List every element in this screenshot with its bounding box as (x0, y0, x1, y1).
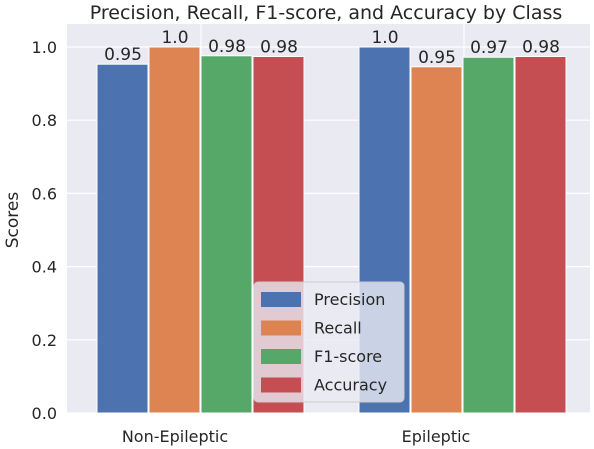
bar-recall-epileptic (410, 66, 463, 414)
legend-swatch-precision (261, 292, 301, 307)
legend-label: Precision (314, 290, 385, 309)
legend-swatch-f1-score (261, 349, 301, 364)
legend-label: F1-score (314, 347, 382, 366)
x-tick-label: Non-Epileptic (122, 427, 228, 446)
x-tick-label: Epileptic (402, 427, 471, 446)
data-label: 0.95 (104, 45, 142, 65)
data-label: 0.98 (522, 38, 560, 58)
x-axis-ticks: Non-Epileptic Epileptic (122, 427, 471, 446)
bar-recall-non-epileptic (148, 46, 201, 414)
y-tick-label: 0.4 (32, 258, 57, 277)
data-label: 0.98 (208, 37, 246, 57)
data-label: 0.98 (260, 38, 298, 58)
chart-title: Precision, Recall, F1-score, and Accurac… (90, 2, 563, 24)
data-labels: 0.95 1.0 1.0 0.95 0.98 0.97 0.98 0.98 (104, 28, 560, 68)
data-label: 1.0 (371, 28, 398, 48)
data-label: 0.95 (418, 48, 456, 68)
y-tick-label: 0.0 (32, 404, 57, 423)
legend: Precision Recall F1-score Accuracy (253, 281, 405, 403)
y-axis-ticks: 0.0 0.2 0.4 0.6 0.8 1.0 (32, 38, 57, 423)
legend-label: Recall (314, 319, 362, 338)
data-label: 0.97 (470, 38, 508, 58)
y-tick-label: 1.0 (32, 38, 57, 57)
bar-precision-non-epileptic (96, 63, 149, 414)
data-label: 1.0 (161, 28, 188, 48)
y-tick-label: 0.6 (32, 184, 57, 203)
y-tick-label: 0.8 (32, 111, 57, 130)
bar-f1-score-epileptic (462, 56, 515, 414)
legend-swatch-recall (261, 320, 301, 336)
legend-label: Accuracy (314, 376, 387, 395)
legend-swatch-accuracy (261, 377, 301, 393)
legend-box (253, 281, 405, 403)
bar-accuracy-epileptic (514, 56, 567, 414)
y-tick-label: 0.2 (32, 331, 57, 350)
y-axis-label: Scores (3, 192, 23, 249)
bar-f1-score-non-epileptic (200, 55, 253, 414)
